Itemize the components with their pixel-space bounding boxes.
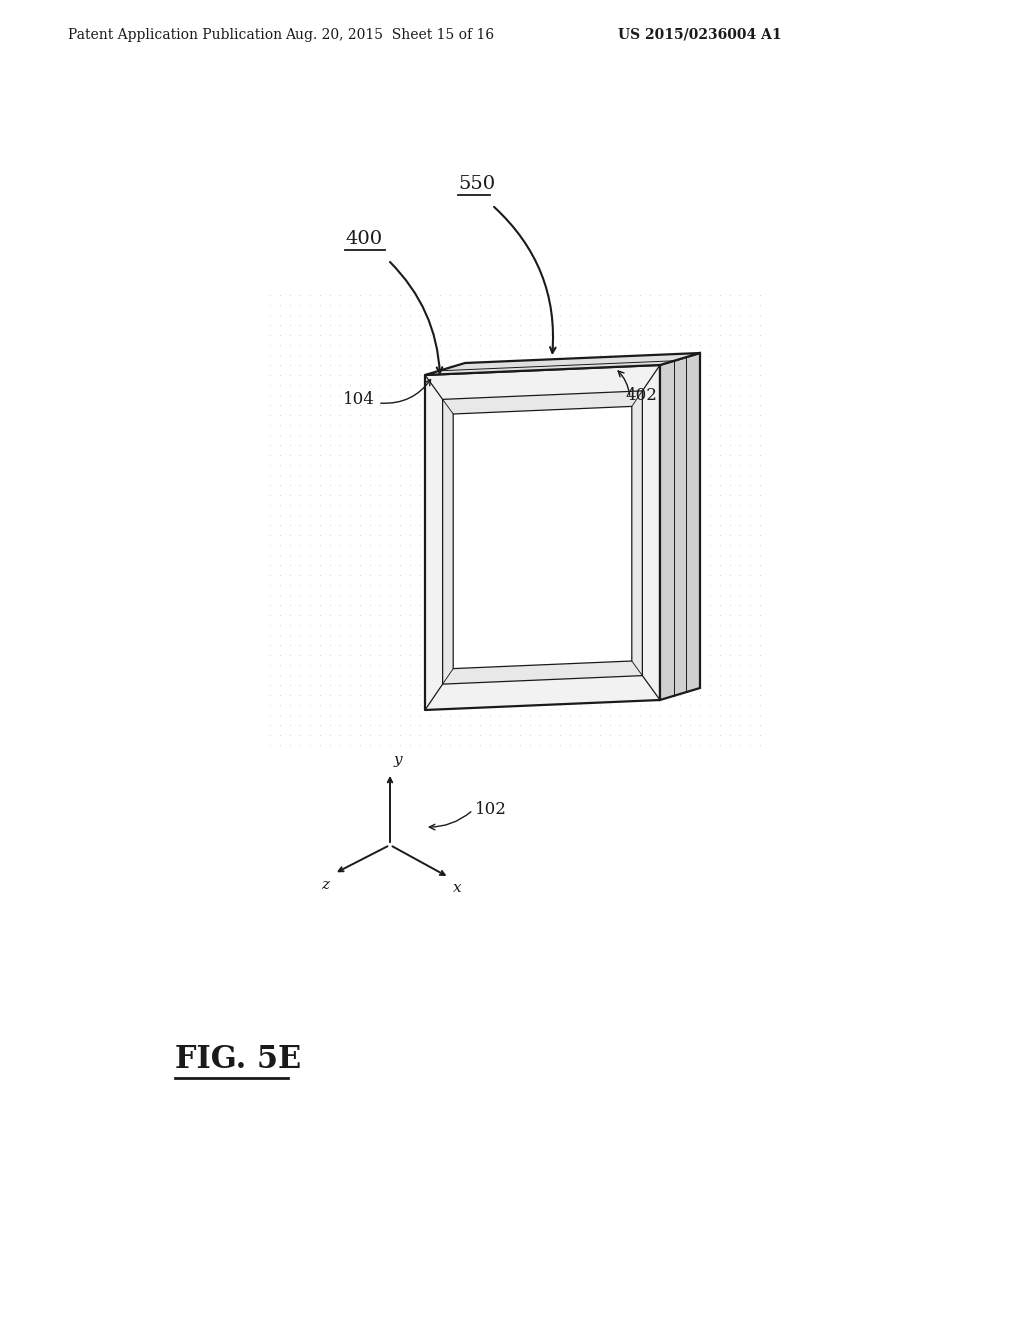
Text: 104: 104 xyxy=(343,392,375,408)
Text: US 2015/0236004 A1: US 2015/0236004 A1 xyxy=(618,28,781,42)
Text: 402: 402 xyxy=(625,387,656,404)
Text: 400: 400 xyxy=(345,230,382,248)
Text: x: x xyxy=(454,880,462,895)
Text: y: y xyxy=(394,752,402,767)
Text: z: z xyxy=(321,878,329,891)
Polygon shape xyxy=(442,391,642,684)
Text: Patent Application Publication: Patent Application Publication xyxy=(68,28,283,42)
Polygon shape xyxy=(660,352,700,700)
Polygon shape xyxy=(454,407,632,669)
Polygon shape xyxy=(425,352,700,375)
Text: 550: 550 xyxy=(458,176,496,193)
Text: FIG. 5E: FIG. 5E xyxy=(175,1044,301,1074)
Polygon shape xyxy=(425,366,660,710)
Text: Aug. 20, 2015  Sheet 15 of 16: Aug. 20, 2015 Sheet 15 of 16 xyxy=(286,28,495,42)
Text: 102: 102 xyxy=(475,801,507,818)
